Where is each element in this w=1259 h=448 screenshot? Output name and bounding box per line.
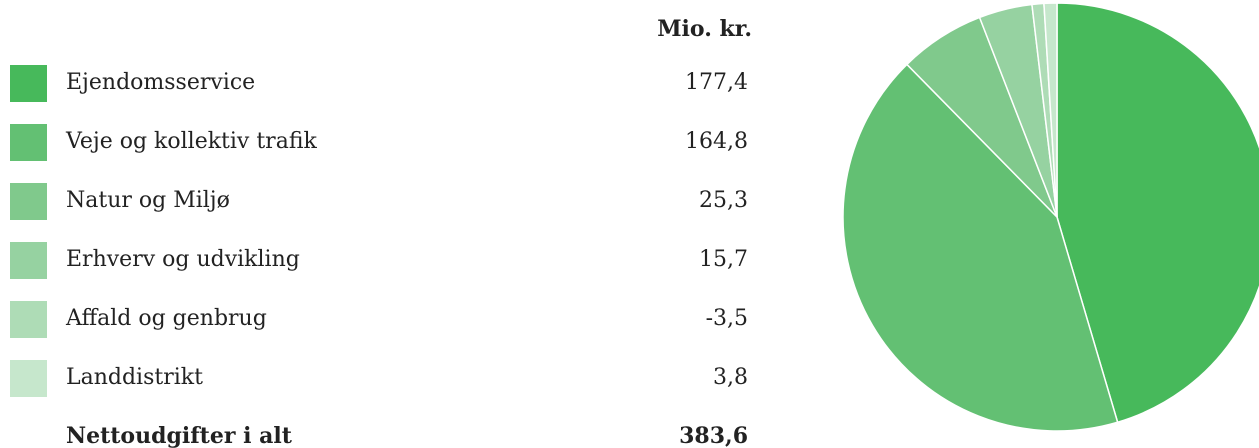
legend-swatch xyxy=(10,242,47,279)
value-label: 177,4 xyxy=(685,70,748,95)
value-label: 25,3 xyxy=(699,188,748,213)
legend-swatch xyxy=(10,65,47,102)
legend-label: Affald og genbrug xyxy=(65,306,267,331)
value-label: -3,5 xyxy=(706,306,748,331)
legend-label: Erhverv og udvikling xyxy=(66,247,300,272)
legend-swatch xyxy=(10,124,47,161)
legend-label: Ejendomsservice xyxy=(66,70,255,95)
value-label: 15,7 xyxy=(699,247,748,272)
legend-swatch xyxy=(10,360,47,397)
pie-slice xyxy=(1056,2,1259,424)
value-label: 164,8 xyxy=(685,129,748,154)
pie-slice xyxy=(1043,2,1058,218)
legend-label: Landdistrikt xyxy=(66,365,203,390)
value-label: 3,8 xyxy=(713,365,748,390)
legend-swatch xyxy=(10,301,47,338)
legend-label: Veje og kollektiv trafik xyxy=(65,129,317,154)
legend-label: Natur og Miljø xyxy=(66,188,230,213)
total-value: 383,6 xyxy=(679,423,748,448)
total-label: Nettoudgifter i alt xyxy=(66,423,293,448)
unit-header: Mio. kr. xyxy=(657,16,752,42)
pie-slice xyxy=(842,63,1119,432)
legend-swatch xyxy=(10,183,47,220)
